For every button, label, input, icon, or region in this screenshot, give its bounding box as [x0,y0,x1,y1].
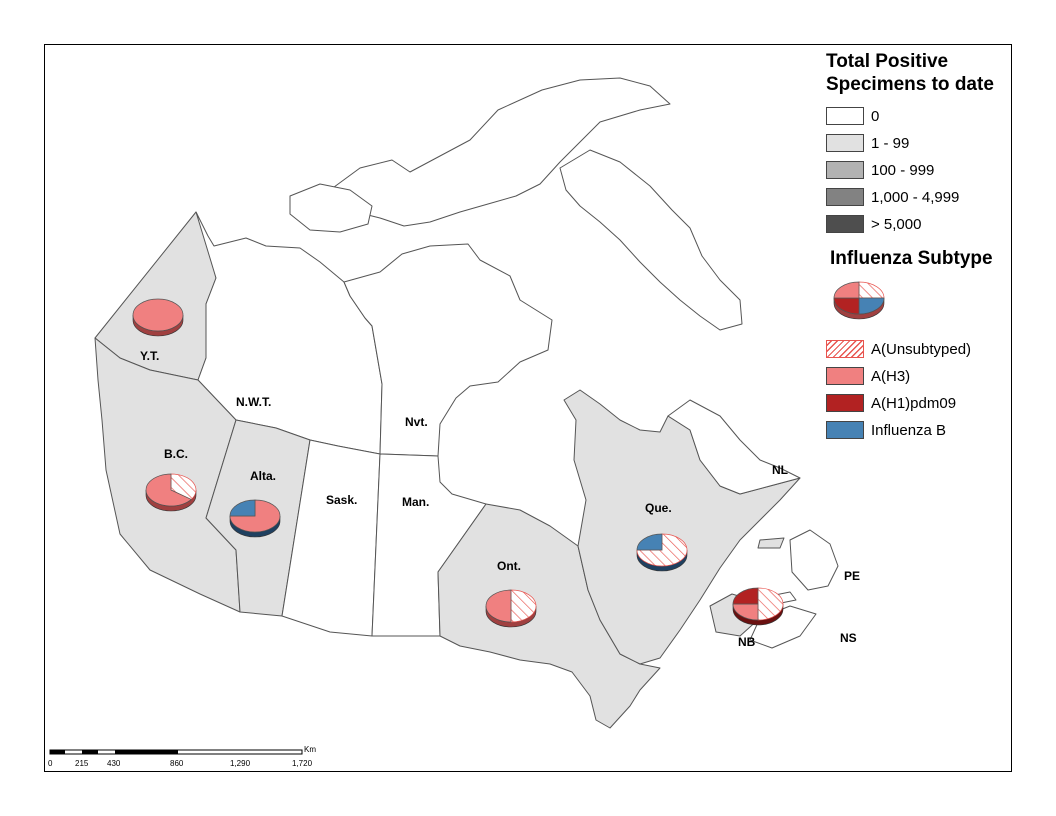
label-nvt: Nvt. [405,415,428,429]
legend-subtype-row: A(Unsubtyped) [826,338,971,360]
scale-tick-3: 860 [170,759,184,768]
pie-slice-a-unsubtyped- [757,587,784,621]
legend-total-class-label: 0 [871,107,880,125]
pie-slice-a-h3- [145,473,192,507]
pie-slice-a-h1-pdm09 [732,587,759,605]
label-ont: Ont. [497,559,521,573]
label-man: Man. [402,495,429,509]
label-sask: Sask. [326,493,357,507]
legend-total-class-row: > 5,000 [826,213,921,235]
pie-slice-influenza-b [229,499,256,517]
legend-subtype-label: A(H1)pdm09 [871,394,957,412]
pie-que[interactable] [636,533,688,572]
region-labrador[interactable] [667,399,801,495]
scale-tick-2: 430 [107,759,121,768]
region-anticosti[interactable] [757,537,785,549]
pie-slice-a-h3- [132,298,184,332]
legend-total-class-row: 100 - 999 [826,159,934,181]
legend-subtype-label: A(H3) [871,367,911,385]
label-nwt: N.W.T. [236,395,271,409]
pie-slice-a-unsubtyped- [170,473,197,500]
label-nb: NB [738,635,756,649]
pie-slice-influenza-b [636,533,663,551]
legend-subtype-row: A(H1)pdm09 [826,392,956,414]
legend-total-title: Total Positive Specimens to date [826,50,994,96]
pie-slice-a-unsubtyped- [510,589,537,623]
legend-total-class-label: 100 - 999 [871,161,935,179]
legend-subtype-row: Influenza B [826,419,946,441]
legend-sample-pie [833,281,885,320]
label-yt: Y.T. [140,349,159,363]
pie-slice-a-h3- [229,499,281,533]
legend-total-title-line1: Total Positive [826,51,949,72]
legend-total-class-row: 0 [826,105,879,127]
legend-subtype-swatch [826,340,864,358]
legend-subtype-label: A(Unsubtyped) [871,340,972,358]
pie-slice-a-h3- [833,281,860,299]
legend-sample-pie-chart[interactable] [833,281,885,320]
legend-total-class-swatch [826,134,864,152]
region-baffin-island[interactable] [559,149,743,331]
legend-subtype-row: A(H3) [826,365,910,387]
pie-ont[interactable] [485,589,537,628]
pie-alta[interactable] [229,499,281,538]
legend-total-class-swatch [826,161,864,179]
pie-bc[interactable] [145,473,197,512]
legend-total-class-swatch [826,188,864,206]
legend-total-class-label: 1,000 - 4,999 [871,188,960,206]
legend-total-class-swatch [826,107,864,125]
pie-slice-a-h1-pdm09 [833,297,860,315]
scale-tick-5: 1,720 [292,759,313,768]
provinces [94,77,839,729]
region-nunavut[interactable] [343,243,553,457]
pie-slice-a-h3- [732,603,759,621]
province-labels: Y.T. N.W.T. Nvt. B.C. Alta. Sask. Man. O… [140,349,860,649]
label-alta: Alta. [250,469,276,483]
legend-total-title-line2: Specimens to date [826,74,994,95]
legend-subtype-swatch [826,421,864,439]
legend-total-class-row: 1,000 - 4,999 [826,186,959,208]
legend-subtype-swatch [826,394,864,412]
pie-charts [132,298,784,628]
legend-subtype-label: Influenza B [871,421,947,439]
label-ns: NS [840,631,857,645]
legend-subtype-title: Influenza Subtype [830,248,993,269]
pie-nb[interactable] [732,587,784,626]
legend-total-class-row: 1 - 99 [826,132,909,154]
legend-total-class-swatch [826,215,864,233]
scale-tick-1: 215 [75,759,89,768]
map-frame [44,44,1012,772]
scale-tick-0: 0 [48,759,53,768]
pie-slice-a-h3- [485,589,512,623]
pie-slice-a-unsubtyped- [636,533,688,567]
label-que: Que. [645,501,672,515]
scale-tick-4: 1,290 [230,759,251,768]
label-bc: B.C. [164,447,188,461]
pie-slice-a-unsubtyped- [858,281,885,299]
label-nl: NL [772,463,788,477]
region-arctic-islands[interactable] [329,77,671,227]
legend-subtype-swatch [826,367,864,385]
pie-yt[interactable] [132,298,184,337]
legend-total-class-label: 1 - 99 [871,134,910,152]
scale-unit: Km [304,745,316,754]
label-pe: PE [844,569,860,583]
scale-bar: 0 215 430 860 1,290 1,720 Km [48,745,316,768]
legend-total-class-label: > 5,000 [871,215,922,233]
region-newfoundland-island[interactable] [789,529,839,591]
pie-slice-influenza-b [858,297,885,315]
region-victoria-island[interactable] [289,183,373,233]
